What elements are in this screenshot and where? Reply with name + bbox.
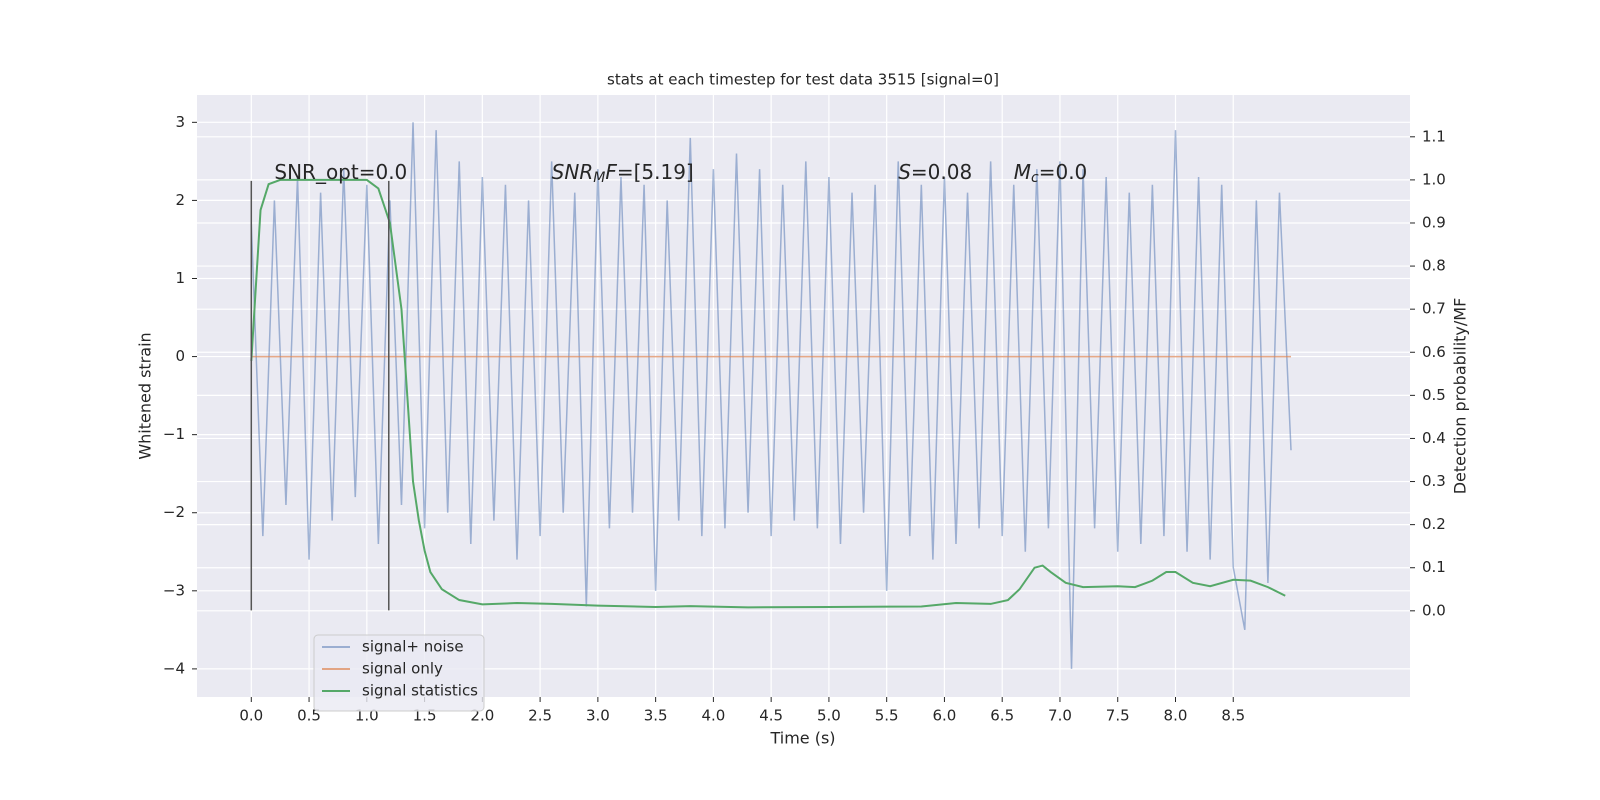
y-tick-label: 2: [175, 191, 185, 209]
x-tick-label: 5.5: [875, 707, 899, 725]
annotation-part: F: [605, 160, 617, 184]
series-line: [250, 122, 1292, 669]
x-tick-label: 6.5: [990, 707, 1014, 725]
annotation: Mc=0.0: [1014, 160, 1088, 187]
y2-tick-label: 0.9: [1422, 213, 1446, 231]
x-tick-label: 7.0: [1048, 707, 1072, 725]
y2-tick-label: 0.1: [1422, 558, 1446, 576]
x-tick-label: 0.0: [239, 707, 263, 725]
x-tick-label: 3.0: [586, 707, 610, 725]
y2-tick-label: 0.8: [1422, 257, 1446, 275]
annotation: S=0.08: [898, 160, 972, 184]
y-tick-label: −1: [163, 425, 185, 443]
y-axis-label: Whitened strain: [136, 332, 155, 459]
annotation-part: S: [898, 160, 911, 184]
annotation-part: c: [1031, 170, 1039, 186]
plot-area: [197, 95, 1410, 697]
x-tick-label: 0.5: [297, 707, 321, 725]
y-tick-label: 1: [175, 269, 185, 287]
y-tick-label: 3: [175, 113, 185, 131]
x-axis-label: Time (s): [769, 729, 835, 748]
annotation: SNRMF=[5.19]: [552, 160, 694, 187]
legend-box: [313, 634, 485, 712]
legend: signal+ noise signal only signal statistic…: [313, 634, 485, 712]
y-tick-label: −3: [163, 581, 185, 599]
y2-axis-label: Detection probability/MF: [1451, 298, 1470, 495]
y-tick-label: −2: [163, 503, 185, 521]
x-tick-label: 3.5: [644, 707, 668, 725]
annotation-part: =0.0: [1039, 160, 1088, 184]
y2-tick-label: 0.6: [1422, 343, 1446, 361]
x-tick-label: 4.0: [701, 707, 725, 725]
y2-tick-label: 0.3: [1422, 472, 1446, 490]
x-tick-label: 6.0: [933, 707, 957, 725]
x-tick-label: 8.0: [1164, 707, 1188, 725]
legend-label: signal statistics: [362, 682, 478, 700]
annotation-part: =[5.19]: [617, 160, 694, 184]
y2-tick-label: 0.5: [1422, 386, 1446, 404]
y2-tick-label: 0.2: [1422, 515, 1446, 533]
y2-tick-label: 1.1: [1422, 127, 1446, 145]
x-tick-label: 5.0: [817, 707, 841, 725]
annotation-part: M: [1014, 160, 1031, 184]
legend-label: signal only: [362, 660, 443, 678]
y2-tick-label: 0.7: [1422, 300, 1446, 318]
x-tick-label: 8.5: [1221, 707, 1245, 725]
y2-tick-label: 0.4: [1422, 429, 1446, 447]
annotation-part: M: [593, 170, 605, 186]
y2-tick-label: 1.0: [1422, 170, 1446, 188]
y-tick-label: −4: [163, 659, 185, 677]
x-tick-label: 7.5: [1106, 707, 1130, 725]
annotation-part: SNR: [552, 160, 594, 184]
chart-title: stats at each timestep for test data 351…: [607, 71, 999, 89]
y2-tick-label: 0.0: [1422, 601, 1446, 619]
y-tick-label: 0: [175, 347, 185, 365]
legend-label: signal+ noise: [362, 638, 464, 656]
annotation: SNR_opt=0.0: [274, 160, 407, 184]
annotation-part: =0.08: [911, 160, 972, 184]
series-line: [250, 178, 1286, 609]
x-tick-label: 2.5: [528, 707, 552, 725]
annotation-part: SNR_opt=0.0: [274, 160, 407, 184]
x-tick-label: 4.5: [759, 707, 783, 725]
